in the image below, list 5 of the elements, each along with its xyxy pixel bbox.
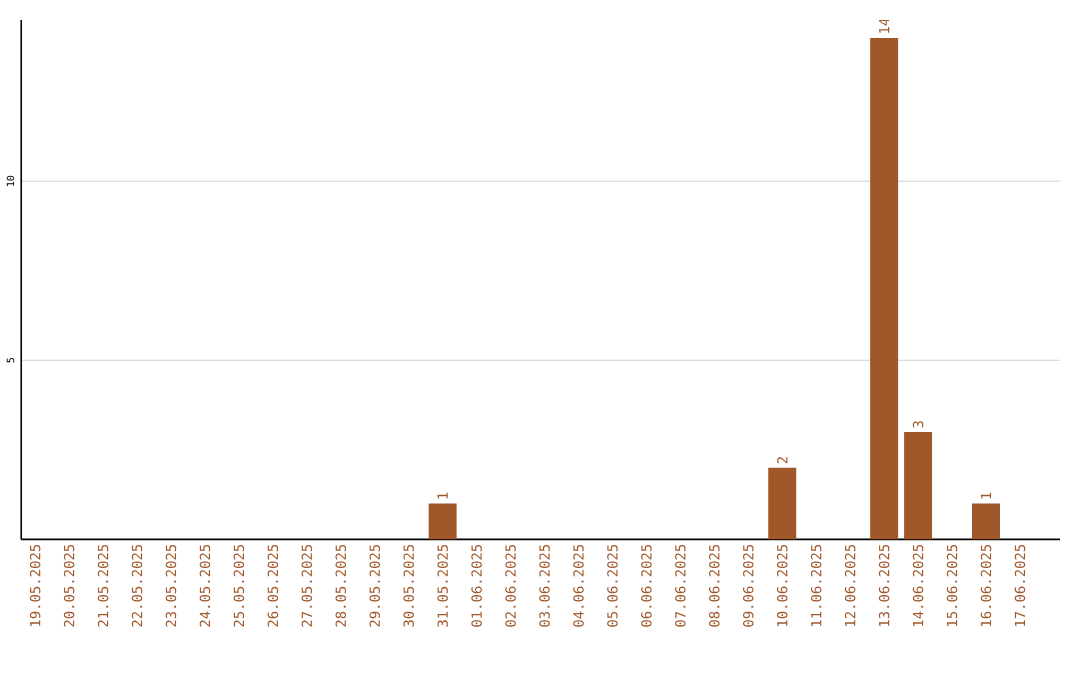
bar	[870, 38, 899, 540]
bar	[768, 468, 797, 540]
bar	[972, 503, 1000, 540]
bar	[904, 432, 933, 540]
bar	[428, 503, 457, 540]
